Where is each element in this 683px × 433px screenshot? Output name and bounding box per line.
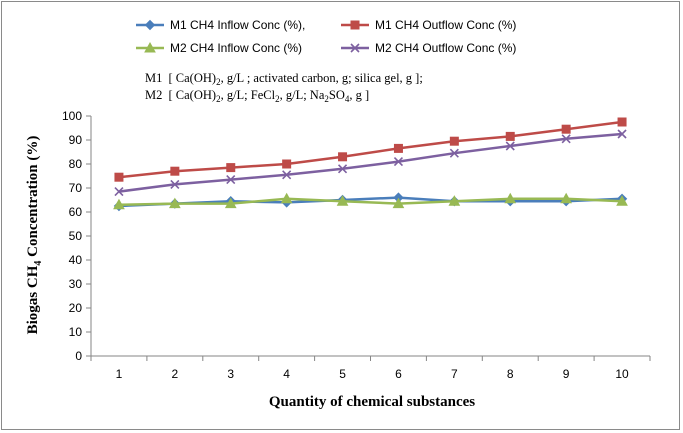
- data-point: [393, 157, 404, 167]
- series-2: [114, 117, 627, 182]
- legend-marker: [144, 19, 156, 31]
- axes: 0 10 20 30 40 50 60 70 80 90 100 1 2 3 4 5 6 7 8 9 10: [62, 109, 651, 381]
- legend-marker: [350, 20, 360, 30]
- x-tick-label: 3: [227, 367, 234, 381]
- y-tick-label: 80: [69, 157, 83, 171]
- legend: M1 CH4 Inflow Conc (%), M1 CH4 Outflow Co…: [136, 18, 516, 55]
- data-point: [169, 197, 181, 209]
- series-4: [114, 129, 627, 197]
- x-tick-label: 5: [339, 367, 346, 381]
- data-point: [114, 187, 124, 197]
- annotation-block: M1 [ Ca(OH)2, g/L ; activated carbon, g;…: [145, 71, 423, 104]
- legend-label: M1 CH4 Outflow Conc (%): [375, 18, 516, 32]
- annotation-m2: M2 [ Ca(OH)2, g/L; FeCl2, g/L; Na2SO4, g…: [145, 88, 369, 104]
- data-point: [504, 192, 517, 204]
- data-point: [448, 195, 461, 206]
- series-line: [118, 120, 623, 179]
- x-axis-title: Quantity of chemical substances: [269, 394, 475, 410]
- data-point: [338, 152, 348, 162]
- data-point: [226, 175, 236, 185]
- legend-item-4: M2 CH4 Outflow Conc (%): [341, 41, 516, 55]
- data-point: [224, 197, 237, 209]
- data-point: [170, 179, 180, 189]
- y-axis-title: Biogas CH4 Concentration (%): [25, 136, 44, 335]
- data-point: [617, 117, 627, 127]
- legend-marker: [144, 41, 156, 53]
- data-point: [113, 198, 125, 210]
- legend-item-3: M2 CH4 Inflow Conc (%): [136, 41, 302, 55]
- y-tick-label: 90: [69, 133, 83, 147]
- data-point: [393, 143, 403, 153]
- data-point: [505, 131, 515, 141]
- y-tick-label: 60: [69, 205, 83, 219]
- data-point: [337, 164, 348, 174]
- data-point: [617, 129, 627, 139]
- data-point: [282, 170, 292, 180]
- x-tick-label: 2: [172, 367, 179, 381]
- legend-label: M2 CH4 Outflow Conc (%): [375, 41, 516, 55]
- y-tick-label: 50: [69, 229, 83, 243]
- x-tick-label: 10: [615, 367, 629, 381]
- legend-label: M2 CH4 Inflow Conc (%): [170, 41, 302, 55]
- data-point: [226, 163, 236, 173]
- x-tick-label: 4: [283, 367, 290, 381]
- data-point: [392, 197, 405, 209]
- y-tick-label: 20: [69, 301, 83, 315]
- series-line: [118, 132, 623, 193]
- x-tick-label: 9: [563, 367, 570, 381]
- plot-area: [113, 117, 628, 212]
- data-point: [114, 172, 124, 182]
- x-tick-label: 6: [395, 367, 402, 381]
- y-tick-label: 30: [69, 277, 83, 291]
- data-point: [336, 195, 349, 206]
- data-point: [170, 166, 180, 176]
- legend-marker: [350, 43, 360, 53]
- x-tick-label: 1: [116, 367, 123, 381]
- data-point: [561, 134, 571, 144]
- x-tick-label: 7: [451, 367, 458, 381]
- series-line: [118, 197, 623, 207]
- data-point: [560, 192, 572, 204]
- y-tick-label: 0: [75, 349, 82, 363]
- data-point: [505, 141, 515, 151]
- series-3: [113, 192, 628, 210]
- legend-item-2: M1 CH4 Outflow Conc (%): [341, 18, 516, 32]
- data-point: [280, 192, 293, 204]
- y-tick-label: 70: [69, 181, 83, 195]
- data-point: [449, 136, 459, 146]
- data-point: [449, 148, 459, 158]
- y-tick-label: 100: [62, 109, 82, 123]
- legend-label: M1 CH4 Inflow Conc (%),: [170, 18, 305, 32]
- y-tick-label: 10: [69, 325, 83, 339]
- legend-item-1: M1 CH4 Inflow Conc (%),: [136, 18, 305, 32]
- data-point: [616, 195, 628, 206]
- data-point: [561, 124, 571, 134]
- data-point: [282, 159, 292, 169]
- annotation-m1: M1 [ Ca(OH)2, g/L ; activated carbon, g;…: [145, 71, 423, 87]
- x-tick-label: 8: [507, 367, 514, 381]
- y-tick-label: 40: [69, 253, 83, 267]
